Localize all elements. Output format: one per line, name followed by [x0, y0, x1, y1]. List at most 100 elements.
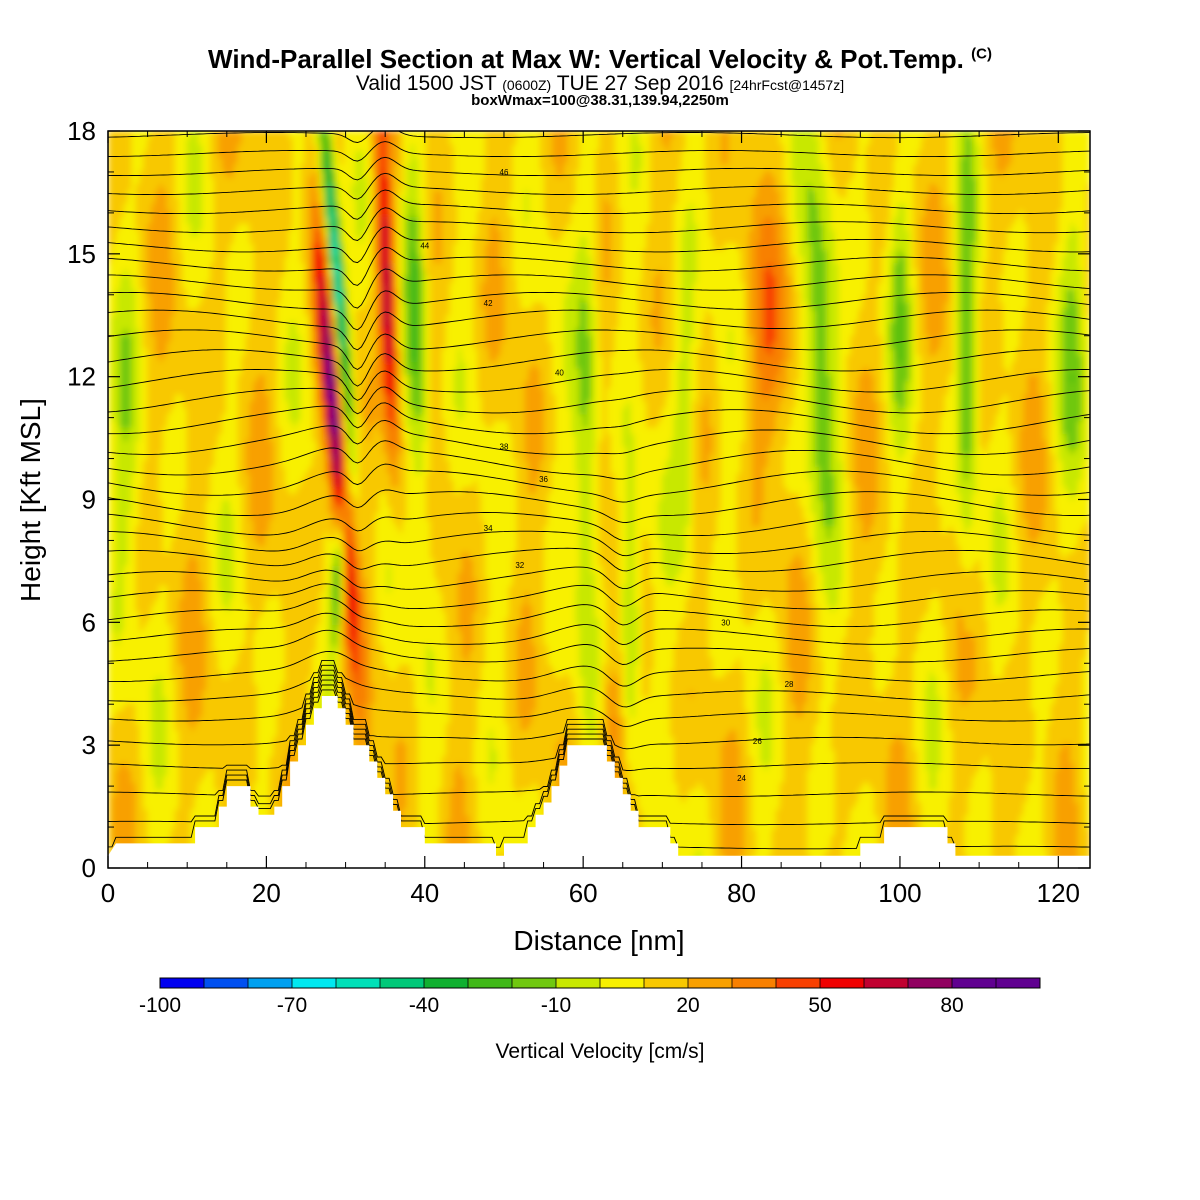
velocity-cell — [265, 144, 270, 152]
velocity-cell — [163, 150, 168, 158]
velocity-cell — [265, 229, 270, 237]
velocity-cell — [132, 749, 137, 757]
velocity-cell — [206, 163, 211, 171]
velocity-cell — [261, 545, 266, 553]
velocity-cell — [194, 795, 199, 803]
velocity-cell — [269, 473, 274, 481]
velocity-cell — [171, 427, 176, 435]
velocity-cell — [128, 163, 133, 171]
velocity-cell — [202, 157, 207, 165]
velocity-cell — [183, 789, 188, 797]
velocity-cell — [210, 479, 215, 487]
velocity-cell — [218, 236, 223, 244]
velocity-cell — [214, 282, 219, 290]
velocity-cell — [253, 269, 258, 277]
velocity-cell — [187, 190, 192, 198]
velocity-cell — [147, 821, 152, 829]
velocity-cell — [198, 407, 203, 415]
velocity-cell — [230, 578, 235, 586]
velocity-cell — [139, 223, 144, 231]
velocity-cell — [238, 315, 243, 323]
velocity-cell — [198, 348, 203, 356]
velocity-cell — [159, 328, 164, 336]
velocity-cell — [128, 216, 133, 224]
velocity-cell — [143, 710, 148, 718]
velocity-cell — [198, 558, 203, 566]
velocity-cell — [194, 433, 199, 441]
velocity-cell — [167, 670, 172, 678]
velocity-cell — [143, 374, 148, 382]
velocity-cell — [187, 308, 192, 316]
velocity-cell — [214, 775, 219, 783]
velocity-cell — [120, 348, 125, 356]
velocity-cell — [242, 525, 247, 533]
velocity-cell — [136, 657, 141, 665]
velocity-cell — [202, 644, 207, 652]
velocity-cell — [261, 427, 266, 435]
velocity-cell — [147, 413, 152, 421]
velocity-cell — [139, 690, 144, 698]
velocity-cell — [128, 144, 133, 152]
velocity-cell — [222, 183, 227, 191]
velocity-cell — [112, 367, 117, 375]
velocity-cell — [190, 466, 195, 474]
velocity-cell — [245, 650, 250, 658]
velocity-cell — [179, 361, 184, 369]
velocity-cell — [155, 657, 160, 665]
velocity-cell — [245, 749, 250, 757]
velocity-cell — [175, 835, 180, 843]
velocity-cell — [234, 196, 239, 204]
velocity-cell — [202, 808, 207, 816]
velocity-cell — [163, 223, 168, 231]
velocity-cell — [128, 585, 133, 593]
velocity-cell — [116, 341, 121, 349]
velocity-cell — [222, 756, 227, 764]
velocity-cell — [218, 203, 223, 211]
velocity-cell — [139, 624, 144, 632]
velocity-cell — [155, 756, 160, 764]
velocity-cell — [214, 657, 219, 665]
velocity-cell — [136, 742, 141, 750]
velocity-cell — [183, 321, 188, 329]
velocity-cell — [198, 637, 203, 645]
velocity-cell — [171, 690, 176, 698]
velocity-cell — [242, 328, 247, 336]
velocity-cell — [187, 473, 192, 481]
velocity-cell — [198, 769, 203, 777]
velocity-cell — [112, 828, 117, 836]
velocity-cell — [151, 736, 156, 744]
velocity-cell — [124, 315, 129, 323]
velocity-cell — [261, 256, 266, 264]
velocity-cell — [222, 519, 227, 527]
velocity-cell — [249, 598, 254, 606]
velocity-cell — [206, 334, 211, 342]
velocity-cell — [245, 716, 250, 724]
velocity-cell — [249, 486, 254, 494]
velocity-cell — [112, 229, 117, 237]
velocity-cell — [139, 394, 144, 402]
velocity-cell — [265, 216, 270, 224]
velocity-cell — [143, 598, 148, 606]
velocity-cell — [269, 677, 274, 685]
velocity-cell — [190, 716, 195, 724]
velocity-cell — [198, 427, 203, 435]
velocity-cell — [143, 262, 148, 270]
velocity-cell — [139, 479, 144, 487]
velocity-cell — [112, 249, 117, 257]
velocity-cell — [194, 288, 199, 296]
velocity-cell — [187, 479, 192, 487]
velocity-cell — [187, 315, 192, 323]
velocity-cell — [234, 302, 239, 310]
velocity-cell — [155, 196, 160, 204]
velocity-cell — [155, 282, 160, 290]
velocity-cell — [202, 664, 207, 672]
velocity-cell — [124, 466, 129, 474]
velocity-cell — [273, 354, 278, 362]
velocity-cell — [265, 420, 270, 428]
velocity-cell — [136, 157, 141, 165]
velocity-cell — [238, 703, 243, 711]
velocity-cell — [187, 223, 192, 231]
velocity-cell — [159, 617, 164, 625]
velocity-cell — [253, 453, 258, 461]
velocity-cell — [116, 374, 121, 382]
